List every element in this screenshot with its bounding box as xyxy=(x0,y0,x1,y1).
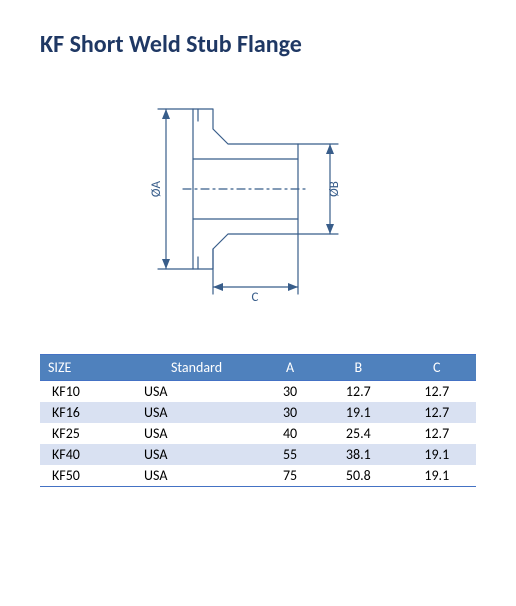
table-cell: USA xyxy=(132,402,261,423)
table-cell: 19.1 xyxy=(398,444,476,465)
table-row: KF50USA7550.819.1 xyxy=(40,465,476,487)
col-header: B xyxy=(319,355,397,381)
table-row: KF40USA5538.119.1 xyxy=(40,444,476,465)
table-cell: 12.7 xyxy=(319,381,397,403)
table-cell: KF10 xyxy=(40,381,132,403)
dimensions-table: SIZEStandardABC KF10USA3012.712.7KF16USA… xyxy=(40,354,476,487)
dim-a-label: ØA xyxy=(149,180,164,197)
table-cell: 55 xyxy=(261,444,319,465)
col-header: Standard xyxy=(132,355,261,381)
table-cell: USA xyxy=(132,423,261,444)
table-cell: USA xyxy=(132,381,261,403)
table-row: KF25USA4025.412.7 xyxy=(40,423,476,444)
table-row: KF16USA3019.112.7 xyxy=(40,402,476,423)
page-title: KF Short Weld Stub Flange xyxy=(40,30,476,59)
table-cell: 40 xyxy=(261,423,319,444)
col-header: A xyxy=(261,355,319,381)
table-cell: KF40 xyxy=(40,444,132,465)
table-cell: 75 xyxy=(261,465,319,487)
table-cell: 25.4 xyxy=(319,423,397,444)
table-cell: 30 xyxy=(261,381,319,403)
table-cell: 50.8 xyxy=(319,465,397,487)
table-cell: 12.7 xyxy=(398,402,476,423)
table-cell: 12.7 xyxy=(398,423,476,444)
table-cell: KF50 xyxy=(40,465,132,487)
table-cell: USA xyxy=(132,465,261,487)
dim-c-label: C xyxy=(252,290,259,305)
table-cell: 12.7 xyxy=(398,381,476,403)
table-cell: KF16 xyxy=(40,402,132,423)
flange-diagram: ØA ØB C xyxy=(40,89,476,314)
table-cell: 38.1 xyxy=(319,444,397,465)
dim-b-label: ØB xyxy=(327,181,342,197)
table-cell: 19.1 xyxy=(319,402,397,423)
table-cell: 30 xyxy=(261,402,319,423)
table-cell: USA xyxy=(132,444,261,465)
table-cell: 19.1 xyxy=(398,465,476,487)
table-cell: KF25 xyxy=(40,423,132,444)
table-row: KF10USA3012.712.7 xyxy=(40,381,476,403)
col-header: C xyxy=(398,355,476,381)
col-header: SIZE xyxy=(40,355,132,381)
